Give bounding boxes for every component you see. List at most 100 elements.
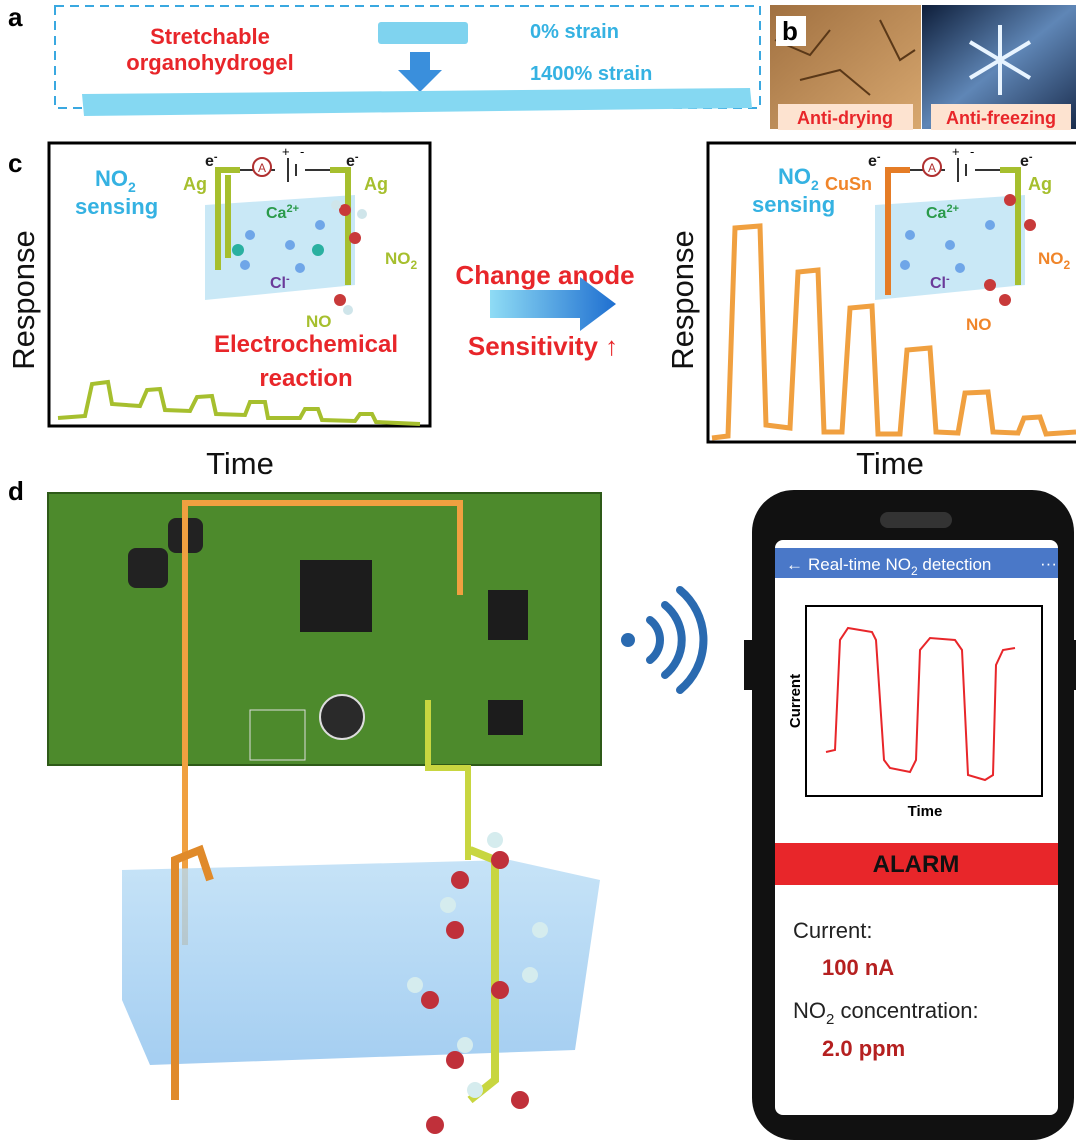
strain-label: 0% strain <box>530 21 619 43</box>
product: NO <box>306 312 332 331</box>
label-box <box>778 104 913 130</box>
electrode <box>171 844 214 1100</box>
ions-part <box>240 260 250 270</box>
battery-sign: - <box>970 144 974 159</box>
chip <box>488 590 528 640</box>
battery-sign: + <box>952 144 960 159</box>
molecules-part <box>440 897 456 913</box>
molecules-part <box>426 1116 444 1134</box>
x-axis-label: Time <box>856 446 924 481</box>
menu[interactable]: ··· <box>1040 554 1057 573</box>
gas: NO <box>95 166 128 191</box>
y-axis-label: Response <box>665 230 700 370</box>
down-arrow <box>398 52 442 92</box>
title-line: Stretchable <box>150 24 270 49</box>
superscript: - <box>355 151 359 163</box>
panel-label: d <box>8 476 24 506</box>
response-curve <box>57 379 421 426</box>
molecules-part <box>984 279 996 291</box>
phone-button <box>1074 640 1076 690</box>
change-label: Change anode <box>455 260 634 290</box>
gel-stretched <box>82 88 752 116</box>
panel-label: c <box>8 148 22 178</box>
superscript: - <box>286 273 290 285</box>
ions-part <box>955 263 965 273</box>
figure-part: NO2 <box>1038 249 1071 272</box>
chart-frame <box>805 605 1043 797</box>
camera-notch <box>880 512 952 528</box>
ammeter-label: A <box>928 161 936 175</box>
ions <box>900 220 995 273</box>
molecules-part <box>491 981 509 999</box>
wireless-icon <box>646 586 708 694</box>
subscript: 2 <box>911 564 918 578</box>
electrode-label: CuSn <box>825 174 872 194</box>
molecules-part <box>491 851 509 869</box>
ions <box>232 244 324 256</box>
molecules-part <box>446 1051 464 1069</box>
gel-block <box>122 860 600 1065</box>
molecules-part <box>446 921 464 939</box>
reaction-line: Electrochemical <box>214 331 398 358</box>
electrode-label: Ag <box>1028 174 1052 194</box>
back-arrow: ← <box>786 555 803 574</box>
subscript: 2 <box>128 179 136 195</box>
phone-screen <box>775 540 1058 1115</box>
battery-sign: + <box>282 144 290 159</box>
ion: Cl <box>270 275 286 292</box>
electrode <box>885 167 910 295</box>
superscript: - <box>214 151 218 163</box>
ammeter-label: A <box>258 161 266 175</box>
molecules <box>421 851 529 1134</box>
title-line: organohydrogel <box>126 50 293 75</box>
wireless-icon-part <box>661 601 686 679</box>
response-curve <box>711 223 1076 441</box>
molecules-part <box>487 832 503 848</box>
concentration-label: concentration: <box>834 998 978 1023</box>
molecules-part <box>532 922 548 938</box>
wireless-icon-part <box>676 586 708 694</box>
ion: Cl <box>930 275 946 292</box>
reactant: NO <box>385 249 411 268</box>
molecules-part <box>339 204 351 216</box>
subscript: 2 <box>826 1011 834 1028</box>
figure-part: NO2 <box>778 164 819 193</box>
right-arrow <box>490 277 616 331</box>
electron: e <box>868 153 877 170</box>
electrode-label: Ag <box>364 174 388 194</box>
gel-unstretched <box>378 22 468 44</box>
alarm-banner <box>775 843 1058 885</box>
gas: NO <box>778 164 811 189</box>
buzzer <box>319 694 365 740</box>
concentration-value: 2.0 ppm <box>822 1036 905 1061</box>
figure-part: Ca2+ <box>926 203 959 222</box>
molecules-part <box>511 1091 529 1109</box>
wireless-icon-part <box>646 616 664 664</box>
figure-part: Cl- <box>930 273 950 292</box>
ions-part <box>945 240 955 250</box>
ions-part <box>312 244 324 256</box>
molecules-part <box>357 209 367 219</box>
label-box <box>931 104 1071 130</box>
ion: Ca <box>266 205 287 222</box>
molecules-part <box>467 1082 483 1098</box>
electrode-label: Ag <box>183 174 207 194</box>
molecules-part <box>1024 219 1036 231</box>
sensitivity-label: Sensitivity ↑ <box>468 331 618 361</box>
ions-part <box>232 244 244 256</box>
property-label: Anti-freezing <box>946 108 1056 128</box>
current-value: 100 nA <box>822 955 894 980</box>
molecules-part <box>407 977 423 993</box>
molecules-part <box>457 1037 473 1053</box>
subscript: 2 <box>811 177 819 193</box>
y-axis-label: Current <box>787 674 804 728</box>
figure-part: e- <box>868 151 881 170</box>
molecules-part <box>331 200 341 210</box>
ions-part <box>905 230 915 240</box>
reactant: NO <box>1038 249 1064 268</box>
ammeter <box>922 157 942 177</box>
electrode <box>330 167 351 285</box>
y-axis-label: Response <box>6 230 41 370</box>
